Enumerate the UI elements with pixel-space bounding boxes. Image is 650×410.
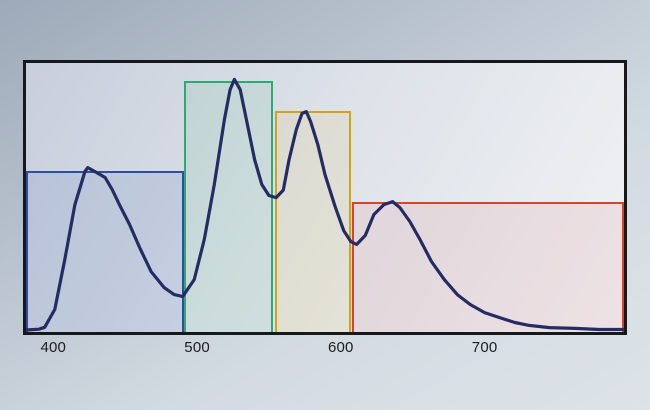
band-blue [26, 170, 185, 332]
x-tick-label-700: 700 [471, 339, 498, 356]
spectrum-curve [26, 77, 624, 332]
x-tick-label-400: 400 [40, 339, 67, 356]
x-tick-label-500: 500 [184, 339, 210, 356]
x-tick-label-600: 600 [327, 339, 354, 356]
plot-area [26, 63, 624, 332]
band-yellow [274, 110, 351, 332]
band-red [352, 201, 624, 332]
band-green [184, 80, 274, 332]
spectrum-svg [26, 77, 624, 332]
chart-frame [23, 60, 627, 335]
x-axis-ticks: 400 500 600 700 [26, 339, 624, 359]
